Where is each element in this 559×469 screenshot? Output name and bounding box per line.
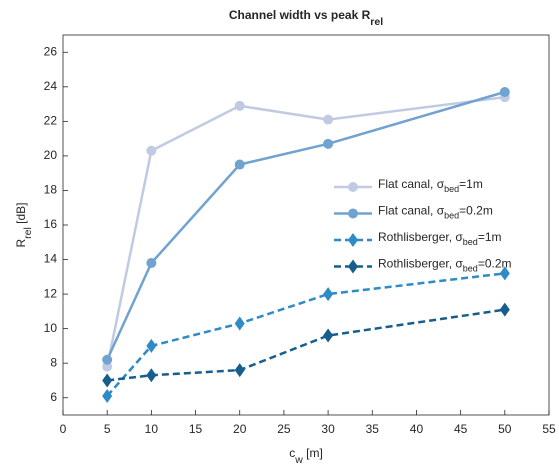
y-axis-label-tail: [dB] [14, 202, 28, 227]
legend-label-tail: =1m [478, 230, 502, 244]
x-axis-label: cw [m] [289, 446, 323, 466]
legend-label-main: Flat canal, σ [378, 204, 445, 218]
legend-label-tail: =0.2m [478, 257, 512, 271]
x-tick-label: 30 [321, 422, 335, 436]
legend-label-sub: bed [463, 237, 478, 247]
legend-marker [348, 182, 358, 192]
chart-title: Channel width vs peak Rrel [229, 8, 383, 28]
marker [102, 354, 113, 365]
marker [499, 266, 510, 281]
marker [323, 328, 334, 343]
legend-label: Flat canal, σbed=0.2m [378, 204, 493, 221]
x-axis-label-tail: [m] [303, 446, 323, 460]
legend-marker [348, 233, 358, 247]
marker [102, 361, 113, 372]
marker [499, 302, 510, 317]
legend-label: Flat canal, σbed=1m [378, 177, 483, 194]
y-tick-label: 22 [44, 114, 58, 128]
y-axis-label: Rrel [dB] [14, 202, 34, 247]
marker [146, 338, 157, 353]
marker [499, 87, 510, 97]
x-tick-label: 45 [454, 422, 468, 436]
x-axis-label-sub: w [294, 454, 303, 466]
x-tick-label: 55 [542, 422, 556, 436]
y-tick-label: 12 [44, 286, 58, 300]
marker [323, 114, 334, 125]
y-tick-label: 24 [44, 79, 58, 93]
plot-area [62, 34, 550, 416]
y-tick-label: 6 [50, 390, 57, 404]
marker [234, 316, 245, 331]
x-tick-label: 0 [60, 422, 67, 436]
x-tick-label: 5 [104, 422, 111, 436]
x-tick-label: 35 [366, 422, 380, 436]
x-tick-label: 25 [277, 422, 291, 436]
y-axis-label-main: R [14, 239, 28, 248]
y-tick-label: 26 [44, 44, 58, 58]
x-tick-label: 20 [233, 422, 247, 436]
chart-title-sub: rel [370, 16, 383, 28]
marker [146, 258, 157, 268]
marker [323, 138, 334, 149]
x-axis-label-main: c [289, 446, 295, 460]
x-tick-label: 10 [145, 422, 159, 436]
marker [146, 368, 157, 383]
x-tick-label: 50 [498, 422, 512, 436]
marker [102, 373, 113, 388]
legend-marker [348, 208, 358, 219]
marker [102, 389, 113, 403]
x-tick-label: 40 [410, 422, 424, 436]
y-tick-label: 20 [44, 148, 58, 162]
x-tick-label: 15 [189, 422, 203, 436]
legend-label: Rothlisberger, σbed=0.2m [378, 257, 512, 274]
legend-label-sub: bed [444, 211, 459, 221]
legend-label-tail: =0.2m [459, 204, 493, 218]
legend-label-sub: bed [463, 264, 478, 274]
y-axis-label-sub: rel [22, 227, 34, 239]
legend-label-main: Flat canal, σ [378, 177, 445, 191]
y-tick-label: 8 [50, 355, 57, 369]
marker [234, 363, 245, 378]
marker [146, 145, 157, 156]
legend-label-main: Rothlisberger, σ [378, 257, 463, 271]
y-tick-label: 10 [44, 321, 58, 335]
marker [234, 159, 245, 170]
y-tick-label: 18 [44, 183, 58, 197]
legend-label-main: Rothlisberger, σ [378, 230, 463, 244]
y-tick-label: 16 [44, 217, 58, 231]
legend-label: Rothlisberger, σbed=1m [378, 230, 502, 247]
chart-title-main: Channel width vs peak R [229, 8, 371, 22]
legend-label-tail: =1m [459, 177, 483, 191]
y-tick-label: 14 [44, 252, 58, 266]
marker [234, 100, 245, 111]
legend-label-sub: bed [444, 184, 459, 194]
legend-marker [348, 259, 358, 274]
marker [323, 287, 334, 302]
